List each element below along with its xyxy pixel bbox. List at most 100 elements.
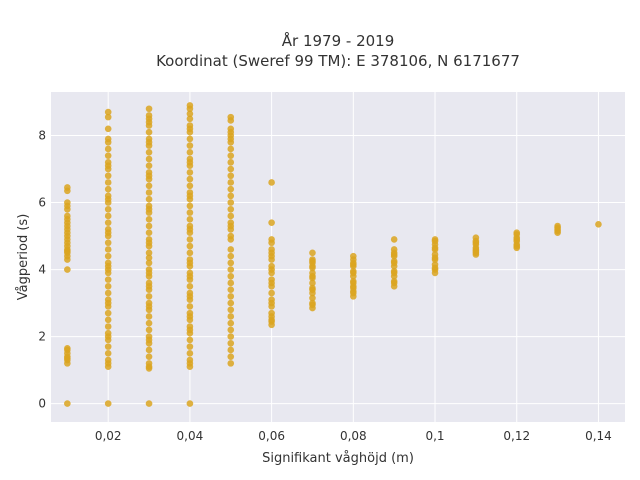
y-axis-label: Vågperiod (s) — [16, 214, 31, 301]
data-point — [104, 309, 112, 317]
data-point — [145, 400, 153, 407]
data-point — [186, 343, 194, 350]
data-point — [268, 279, 275, 287]
data-point — [350, 284, 357, 292]
data-point — [104, 252, 112, 260]
data-point — [227, 319, 235, 327]
data-point — [390, 259, 398, 267]
data-point — [186, 313, 194, 320]
data-point — [145, 346, 153, 354]
data-point — [145, 155, 153, 163]
x-tick-label: 0,02 — [95, 429, 122, 443]
data-point — [186, 283, 194, 290]
data-point — [186, 175, 194, 183]
data-point — [186, 242, 194, 250]
data-point — [390, 246, 398, 253]
data-point — [104, 239, 112, 247]
data-point — [227, 299, 235, 307]
data-point — [104, 262, 112, 270]
data-point — [350, 279, 357, 287]
data-point — [104, 195, 112, 203]
data-point — [227, 279, 235, 287]
data-point — [145, 172, 153, 180]
data-point — [145, 249, 153, 257]
data-point — [186, 226, 194, 233]
data-point — [227, 353, 235, 360]
data-point — [104, 179, 112, 186]
data-point — [268, 246, 275, 253]
data-point — [186, 360, 194, 367]
data-point — [309, 301, 316, 309]
data-point — [227, 232, 235, 240]
data-point — [64, 247, 71, 255]
data-point — [227, 125, 235, 133]
x-tick-label: 0,04 — [177, 429, 204, 443]
data-point — [472, 234, 480, 242]
data-point — [227, 313, 235, 320]
data-point — [390, 269, 398, 277]
data-point — [104, 108, 112, 116]
data-point — [186, 110, 194, 118]
data-point — [350, 269, 357, 277]
data-point — [268, 236, 275, 243]
data-point — [145, 118, 153, 126]
data-point — [227, 199, 235, 206]
data-point — [227, 205, 235, 213]
data-point — [268, 289, 275, 297]
data-point — [104, 185, 112, 193]
data-point — [104, 316, 112, 324]
data-point — [64, 212, 71, 220]
data-point — [227, 165, 235, 173]
data-point — [104, 323, 112, 330]
data-point — [145, 205, 153, 213]
data-point — [268, 313, 275, 320]
data-point — [145, 222, 153, 230]
data-point — [227, 152, 235, 159]
data-point — [227, 266, 235, 273]
data-point — [104, 205, 112, 213]
chart-title-line-1: År 1979 - 2019 — [282, 31, 395, 50]
data-point — [309, 279, 316, 287]
data-point — [104, 276, 112, 283]
data-point — [513, 242, 521, 250]
data-point — [145, 105, 153, 113]
data-point — [227, 272, 235, 280]
data-point — [64, 344, 71, 352]
data-point — [145, 162, 153, 170]
y-tick-label: 0 — [38, 397, 46, 411]
data-point — [104, 125, 112, 133]
data-point — [186, 350, 194, 357]
data-point — [350, 252, 357, 260]
data-point — [145, 269, 153, 277]
data-point — [554, 222, 561, 230]
data-point — [227, 172, 235, 180]
data-point — [431, 244, 439, 252]
y-tick-labels: 0 2 4 6 8 — [38, 129, 46, 411]
data-point — [145, 195, 153, 203]
data-point — [104, 289, 112, 297]
data-point — [186, 272, 194, 280]
data-point — [309, 257, 316, 265]
data-point — [309, 294, 316, 302]
x-tick-label: 0,14 — [585, 429, 612, 443]
data-point — [186, 125, 194, 133]
data-point — [186, 293, 194, 300]
data-point — [145, 216, 153, 223]
data-point — [104, 400, 112, 407]
data-point — [227, 185, 235, 193]
data-point — [227, 339, 235, 347]
data-point — [145, 353, 153, 360]
x-tick-label: 0,12 — [503, 429, 530, 443]
data-point — [227, 252, 235, 260]
data-point — [145, 293, 153, 300]
data-point — [227, 259, 235, 267]
data-point — [145, 182, 153, 190]
data-point — [309, 262, 316, 270]
data-point — [268, 266, 275, 273]
data-points — [64, 102, 602, 407]
data-point — [104, 145, 112, 153]
data-point — [513, 236, 521, 243]
data-point — [104, 135, 112, 143]
data-point — [145, 326, 153, 334]
